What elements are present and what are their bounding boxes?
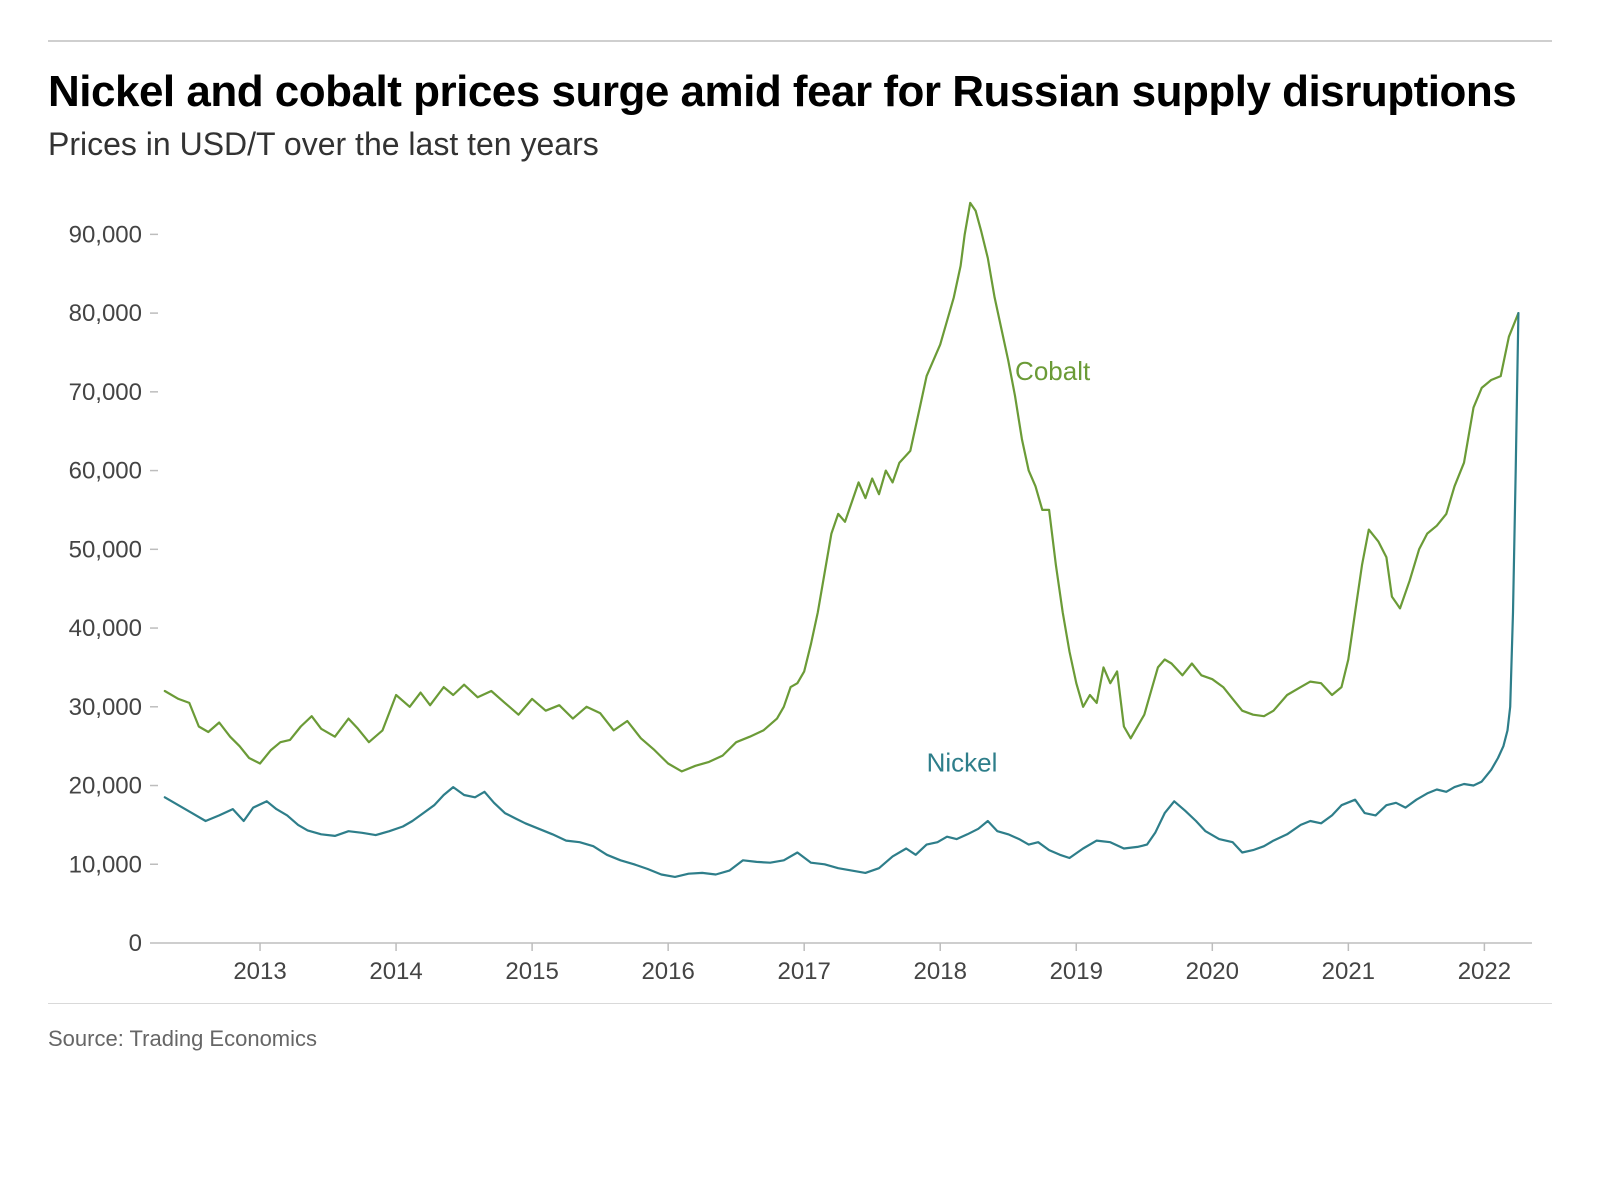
chart-subtitle: Prices in USD/T over the last ten years bbox=[48, 126, 1552, 163]
x-tick-label: 2017 bbox=[777, 958, 830, 985]
top-rule bbox=[48, 40, 1552, 42]
chart-plot-area: 2013 2014 2015 2016 2017 2018 2019 2020 2021 2022… bbox=[48, 183, 1552, 1003]
x-tick-label: 2019 bbox=[1050, 958, 1103, 985]
x-tick-label: 2013 bbox=[233, 958, 286, 985]
series-nickel bbox=[165, 313, 1519, 877]
x-tick-label: 2021 bbox=[1322, 958, 1375, 985]
x-tick-label: 2020 bbox=[1186, 958, 1239, 985]
series-cobalt bbox=[165, 203, 1519, 772]
series-label-cobalt: Cobalt bbox=[1015, 356, 1091, 386]
y-tick-label: 20,000 bbox=[69, 772, 142, 799]
chart-container: Nickel and cobalt prices surge amid fear… bbox=[0, 0, 1600, 1200]
source-label: Source: Trading Economics bbox=[48, 1026, 1552, 1052]
y-tick-label: 50,000 bbox=[69, 536, 142, 563]
x-tick-label: 2018 bbox=[914, 958, 967, 985]
x-tick-label: 2022 bbox=[1458, 958, 1511, 985]
axes: 2013 2014 2015 2016 2017 2018 2019 2020 2021 2022… bbox=[69, 221, 1532, 985]
y-tick-label: 60,000 bbox=[69, 457, 142, 484]
chart-svg: 2013 2014 2015 2016 2017 2018 2019 2020 2021 2022… bbox=[48, 183, 1552, 1003]
y-tick-label: 30,000 bbox=[69, 694, 142, 721]
x-tick-label: 2014 bbox=[369, 958, 422, 985]
series-label-nickel: Nickel bbox=[927, 747, 998, 777]
x-tick-label: 2015 bbox=[505, 958, 558, 985]
y-tick-label: 80,000 bbox=[69, 300, 142, 327]
y-tick-label: 0 bbox=[129, 930, 142, 957]
y-tick-label: 10,000 bbox=[69, 851, 142, 878]
y-tick-label: 70,000 bbox=[69, 379, 142, 406]
chart-title: Nickel and cobalt prices surge amid fear… bbox=[48, 66, 1552, 118]
x-tick-label: 2016 bbox=[641, 958, 694, 985]
bottom-rule bbox=[48, 1003, 1552, 1004]
y-tick-label: 90,000 bbox=[69, 221, 142, 248]
y-tick-label: 40,000 bbox=[69, 615, 142, 642]
